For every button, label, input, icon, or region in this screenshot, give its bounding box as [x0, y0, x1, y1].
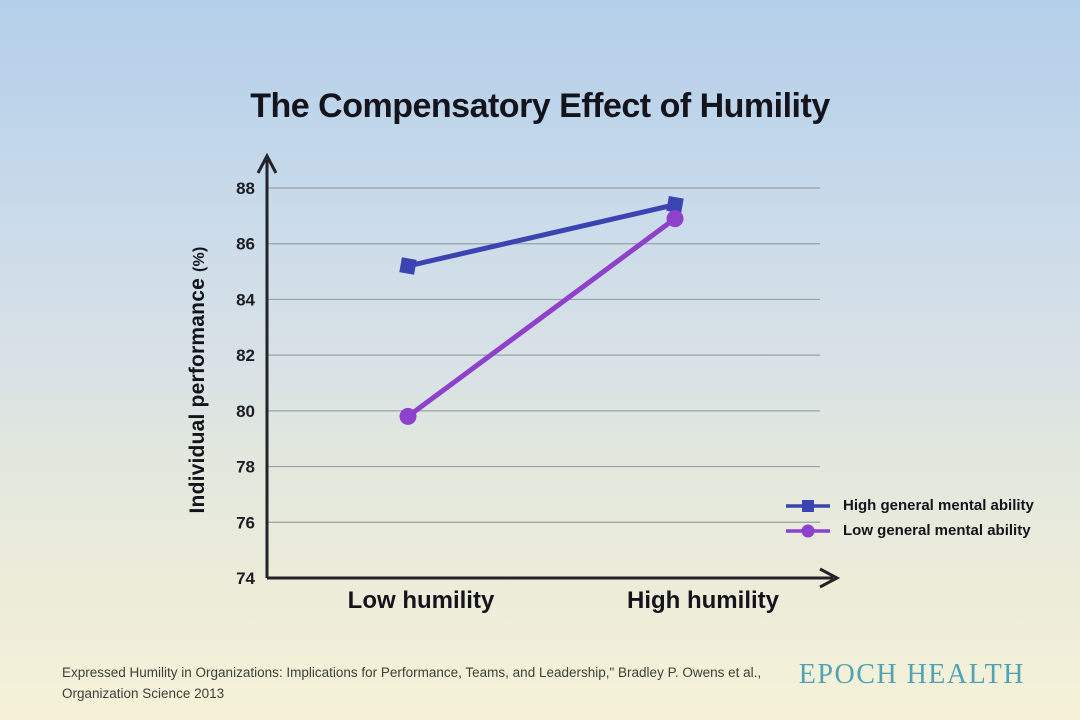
y-tick-label: 80: [236, 402, 255, 421]
source-citation-line1: Expressed Humility in Organizations: Imp…: [62, 665, 762, 680]
chart-legend: High general mental ability Low general …: [786, 497, 1034, 539]
y-tick-label: 82: [236, 346, 255, 365]
legend-label-low-gma: Low general mental ability: [843, 522, 1031, 539]
data-point-circle: [666, 210, 684, 228]
legend-item-low-gma: Low general mental ability: [786, 522, 1034, 539]
y-tick-label: 74: [236, 569, 255, 588]
legend-marker: [802, 499, 814, 512]
source-citation-line2: Organization Science 2013: [62, 686, 225, 701]
x-category-label: Low humility: [348, 587, 495, 614]
legend-marker: [801, 524, 815, 537]
y-tick-label: 86: [236, 235, 255, 254]
legend-marker-circle-icon: [786, 524, 830, 537]
data-point-square: [666, 196, 684, 214]
y-axis-arrow-icon: [256, 152, 278, 174]
legend-marker-square-icon: [786, 499, 830, 512]
page-title: The Compensatory Effect of Humility: [250, 86, 830, 125]
series-line-0: [407, 202, 676, 269]
y-tick-label: 88: [236, 179, 255, 198]
series-line-1: [406, 216, 677, 419]
y-tick-label: 84: [236, 290, 255, 309]
y-tick-label: 76: [236, 513, 255, 532]
y-tick-label: 78: [236, 458, 255, 477]
brand-logo: EPOCH HEALTH: [798, 659, 1025, 690]
legend-label-high-gma: High general mental ability: [843, 497, 1034, 514]
data-point-square: [399, 257, 417, 275]
line-chart: 74 76 78 80 82 84 86 88 Individual performance (…: [186, 152, 841, 614]
data-point-circle: [399, 407, 417, 425]
x-category-label: High humility: [627, 587, 780, 614]
legend-item-high-gma: High general mental ability: [786, 497, 1034, 514]
x-axis-arrow-icon: [819, 567, 841, 589]
y-axis-title: Individual performance (%): [186, 247, 209, 514]
source-citation: Expressed Humility in Organizations: Imp…: [62, 662, 761, 704]
